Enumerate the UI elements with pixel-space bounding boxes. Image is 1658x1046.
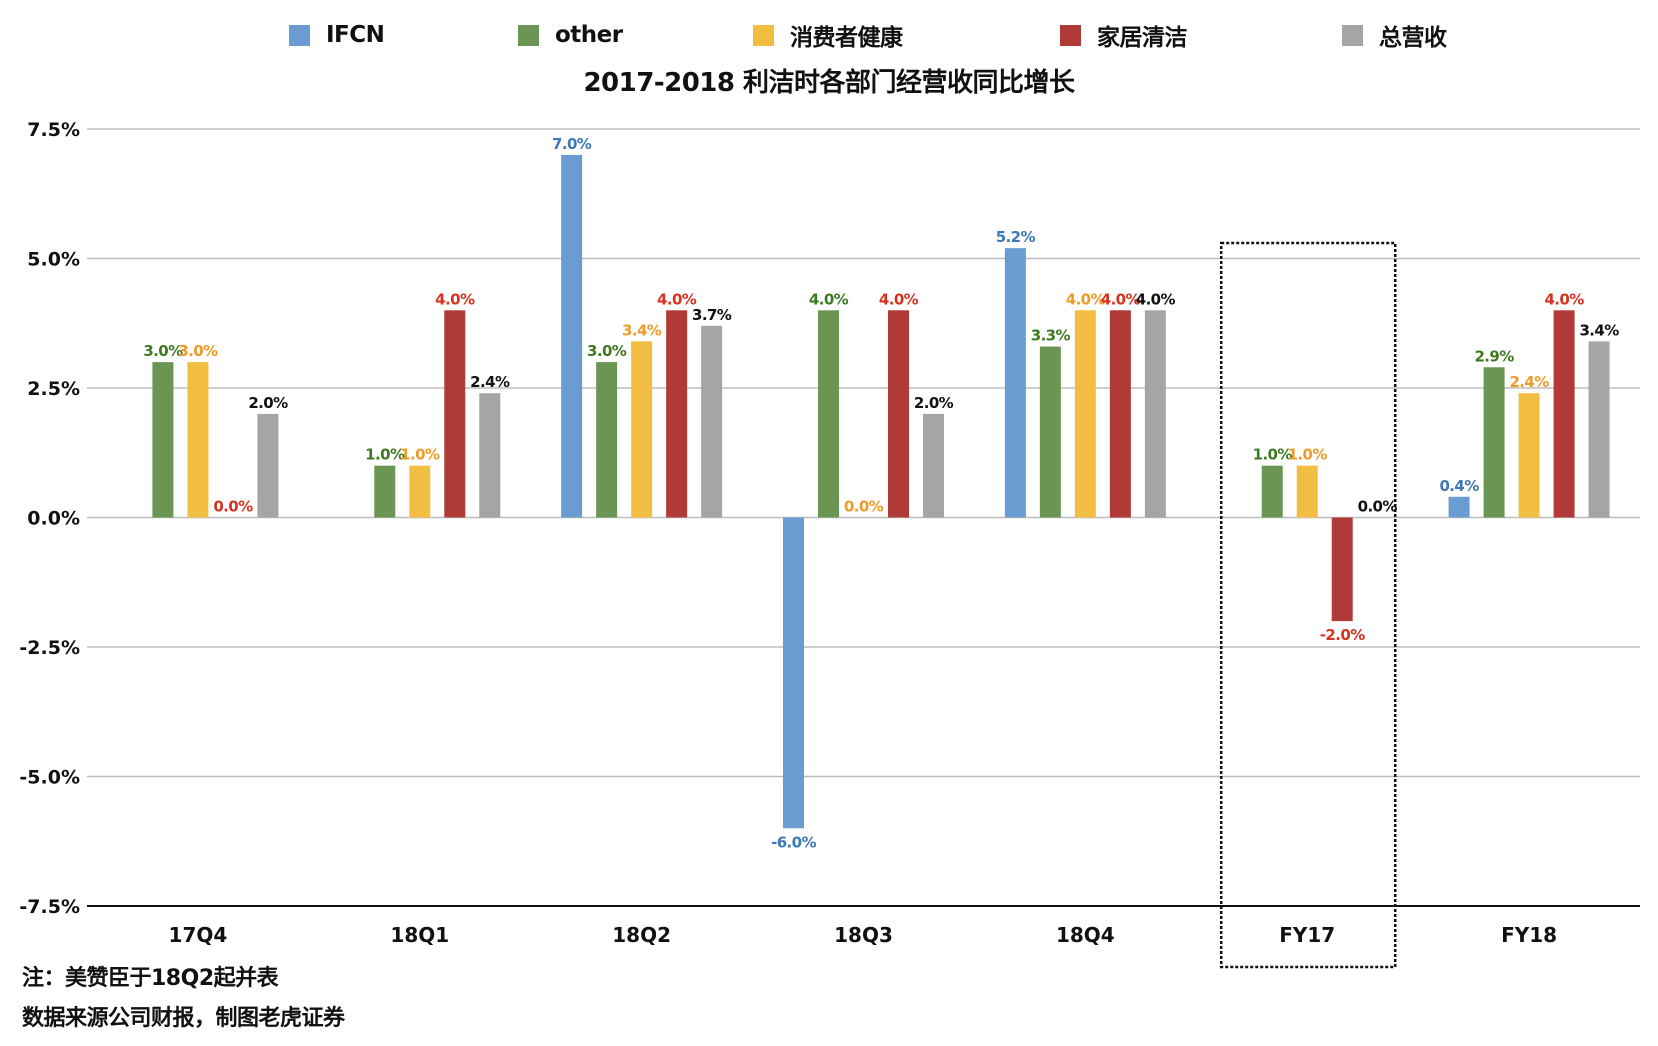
bar [444,310,466,518]
data-label: 4.0% [1101,290,1141,308]
y-tick-label: 0.0% [27,508,80,530]
bar [409,465,431,518]
data-label: 0.0% [213,498,253,516]
data-label: 0.4% [1439,477,1479,495]
x-tick-label: 18Q4 [1056,923,1115,947]
bar [1004,248,1026,518]
data-label: 0.0% [1358,498,1398,516]
y-tick-label: 2.5% [27,378,80,400]
data-label: 3.0% [587,342,627,360]
data-label: 2.4% [1509,373,1549,391]
x-tick-label: 18Q2 [612,923,671,947]
chart-title: 2017-2018 利洁时各部门经营收同比增长 [583,68,1075,98]
legend-label-total-revenue: 总营收 [1379,25,1447,51]
data-label: -2.0% [1320,626,1365,644]
legend-label-ifcn: IFCN [326,22,385,48]
bar [1553,310,1575,518]
bar [1518,393,1540,518]
data-label: 3.4% [1579,321,1619,339]
bar [1296,465,1318,518]
y-tick-label: -7.5% [19,896,80,918]
legend-item-ifcn: IFCN [289,20,385,50]
data-label: 4.0% [879,290,919,308]
data-label: 1.0% [1253,446,1293,464]
data-label: 4.0% [1136,290,1176,308]
bar [596,362,618,518]
x-tick-label: FY17 [1279,923,1335,947]
bar [1039,346,1061,518]
x-tick-label: 18Q3 [834,923,893,947]
data-label: 7.0% [552,135,592,153]
bar [1588,341,1610,518]
data-label: 3.7% [692,306,732,324]
data-label: 2.0% [914,394,954,412]
legend-swatch-ifcn [289,24,310,46]
y-tick-label: 7.5% [27,119,80,141]
bar [374,465,396,518]
y-tick-label: -5.0% [19,767,80,789]
bar [1331,517,1353,622]
data-label: 5.2% [996,228,1036,246]
data-label: 2.0% [248,394,288,412]
data-label: -6.0% [771,833,816,851]
data-label: 3.0% [178,342,218,360]
highlight-box [1219,241,1397,969]
data-label: 4.0% [1066,290,1106,308]
data-label: 3.0% [143,342,183,360]
bar [783,517,804,829]
legend-label-consumer-health: 消费者健康 [790,25,903,51]
data-label: 4.0% [435,290,475,308]
legend-item-home-cleaning: 家居清洁 [1060,20,1188,51]
bar [666,310,688,518]
bar [152,362,174,518]
y-tick-label: 5.0% [27,249,80,271]
legend-label-other: other [555,22,623,48]
data-label: 2.4% [470,373,510,391]
x-tick-label: FY18 [1501,923,1557,947]
bar [1483,367,1505,518]
data-label: 1.0% [365,446,405,464]
bar [479,393,501,518]
legend-swatch-consumer-health [753,24,774,46]
data-label: 4.0% [1544,290,1584,308]
bar [1109,310,1131,518]
bar [701,325,723,518]
bar [888,310,909,518]
bar [1261,465,1283,518]
data-label: 1.0% [1288,446,1328,464]
footnote-source: 数据来源公司财报，制图老虎证券 [22,1006,345,1031]
y-tick-label: -2.5% [19,637,80,659]
data-label: 4.0% [657,290,697,308]
bar [1074,310,1096,518]
x-tick-label: 17Q4 [169,923,228,947]
footnote-note: 注：美赞臣于18Q2起并表 [22,966,279,991]
bar [1448,496,1470,518]
x-tick-label: 18Q1 [390,923,449,947]
legend-label-home-cleaning: 家居清洁 [1097,25,1188,51]
data-label: 0.0% [844,498,884,516]
legend-item-consumer-health: 消费者健康 [753,20,903,51]
legend-swatch-other [518,24,539,46]
data-label: 4.0% [809,290,849,308]
data-label: 2.9% [1474,347,1514,365]
data-label: 1.0% [400,446,440,464]
bar [818,310,839,518]
bar [1144,310,1166,518]
data-label: 3.3% [1031,327,1071,345]
legend-swatch-total-revenue [1342,24,1363,46]
bar [631,341,653,518]
bar [923,413,944,518]
bar [257,413,279,518]
legend-item-other: other [518,20,623,50]
data-label: 3.4% [622,321,662,339]
legend-swatch-home-cleaning [1060,24,1081,46]
bar [187,362,209,518]
legend-item-total-revenue: 总营收 [1342,20,1447,51]
bar [561,154,583,518]
